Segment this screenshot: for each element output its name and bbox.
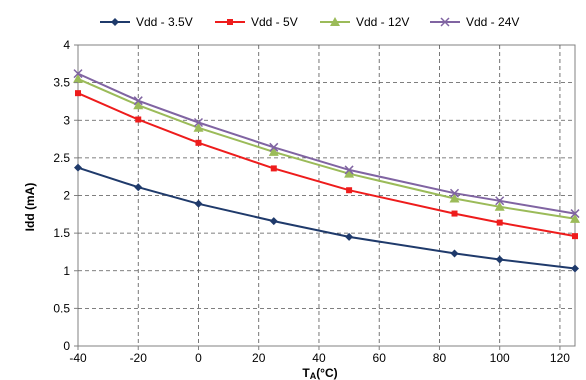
data-point: [111, 18, 119, 26]
legend-item: Vdd - 12V: [320, 15, 409, 29]
data-point: [495, 255, 504, 264]
legend: Vdd - 3.5V Vdd - 5V Vdd - 12V Vdd - 24V: [100, 15, 519, 29]
data-point: [570, 213, 580, 223]
legend-item: Vdd - 24V: [430, 15, 519, 29]
data-point: [75, 90, 81, 97]
data-point: [572, 233, 578, 240]
x-tick-label: 100: [490, 351, 510, 365]
data-point: [268, 146, 279, 156]
data-point: [449, 193, 460, 203]
data-point: [74, 163, 82, 172]
series-line: [77, 92, 576, 238]
legend-item: Vdd - 5V: [215, 15, 298, 29]
data-point: [195, 139, 202, 146]
x-tick-label: 40: [312, 351, 326, 365]
y-tick-label: 0.5: [53, 301, 70, 315]
data-point: [134, 183, 143, 192]
data-point: [344, 168, 355, 178]
y-tick-label: 1.5: [53, 226, 70, 240]
legend-label: Vdd - 5V: [251, 15, 298, 29]
data-point: [330, 17, 340, 26]
series-group: [73, 69, 580, 273]
y-tick-label: 4: [63, 38, 70, 52]
y-tick-label: 2: [63, 189, 70, 203]
x-tick-label: 120: [550, 351, 570, 365]
data-point: [344, 165, 354, 175]
data-point: [270, 165, 277, 172]
data-point: [73, 73, 83, 83]
data-point: [269, 217, 278, 226]
x-tick-label: 20: [252, 351, 266, 365]
y-axis-ticks: 0 0.5 1 1.5 2 2.5 3 3.5 4: [53, 38, 78, 353]
y-tick-label: 3.5: [53, 76, 70, 90]
series-vdd-12v: [73, 73, 580, 223]
series-line: [77, 77, 576, 220]
series-line: [77, 72, 576, 215]
x-axis-label: TA(°C): [302, 366, 337, 380]
data-point: [495, 196, 505, 206]
y-tick-label: 3: [63, 113, 70, 127]
series-line: [77, 166, 576, 270]
x-tick-label: 80: [433, 351, 447, 365]
data-point: [133, 100, 144, 110]
data-point: [346, 187, 353, 194]
x-tick-label: -20: [130, 351, 148, 365]
x-axis-ticks: -40 -20 0 20 40 60 80 100 120: [69, 346, 570, 365]
legend-label: Vdd - 24V: [466, 15, 519, 29]
y-tick-label: 1: [63, 264, 70, 278]
x-axis-label-main: T: [302, 366, 310, 380]
data-point: [194, 199, 203, 208]
series-vdd-24v: [73, 69, 580, 219]
legend-label: Vdd - 12V: [356, 15, 409, 29]
x-tick-label: -40: [69, 351, 87, 365]
data-point: [440, 17, 450, 27]
data-point: [133, 96, 143, 106]
x-axis-label-sub: A: [310, 371, 317, 380]
y-tick-label: 0: [63, 339, 70, 353]
data-point: [227, 19, 233, 25]
data-point: [450, 249, 459, 258]
data-point: [135, 116, 142, 123]
legend-item: Vdd - 3.5V: [100, 15, 193, 29]
data-point: [345, 232, 354, 241]
x-tick-label: 60: [373, 351, 387, 365]
data-point: [449, 188, 460, 198]
data-point: [451, 210, 458, 217]
data-point: [193, 117, 204, 128]
x-axis-label-unit: (°C): [316, 366, 337, 380]
y-tick-label: 2.5: [53, 151, 70, 165]
data-point: [73, 69, 83, 79]
data-point: [496, 219, 503, 226]
data-point: [494, 201, 505, 211]
data-point: [570, 209, 580, 219]
data-point: [269, 142, 279, 152]
x-tick-label: 0: [195, 351, 202, 365]
y-axis-label: Idd (mA): [23, 183, 37, 232]
data-point: [571, 264, 579, 273]
series-vdd-5v: [75, 90, 578, 240]
data-point: [193, 122, 204, 132]
legend-label: Vdd - 3.5V: [136, 15, 193, 29]
series-vdd-3-5v: [74, 163, 579, 273]
